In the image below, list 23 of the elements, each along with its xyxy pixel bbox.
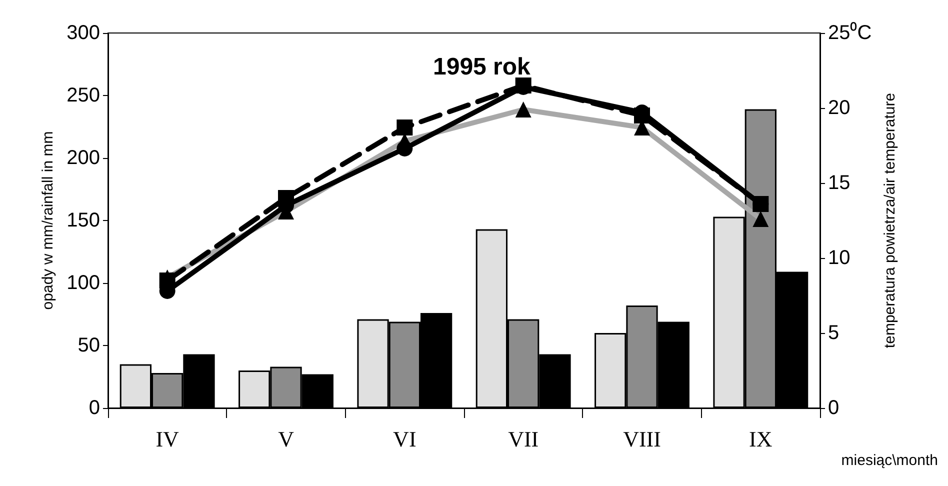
y2-tick-label: 0 [828, 397, 840, 419]
y2-tick-label: 20 [828, 97, 850, 119]
y2-tick-label: 10 [828, 247, 850, 269]
y-tick-label: 150 [66, 210, 100, 232]
y-tick-label: 300 [66, 22, 100, 44]
y2-tick-label: 5 [828, 322, 840, 344]
y-axis-title: opady w mm/rainfall in mm [40, 131, 57, 310]
x-axis-title: miesiąc\month [841, 452, 938, 469]
y-tick-label: 200 [66, 147, 100, 169]
y-tick-label: 100 [66, 272, 100, 294]
text: 1995 rok [433, 54, 532, 80]
y-tick-label: 50 [78, 334, 100, 356]
x-tick-label: VII [508, 426, 539, 452]
y-tick-label: 250 [66, 84, 100, 106]
x-tick-label: VIII [623, 426, 661, 452]
x-tick-label: IX [749, 426, 772, 452]
y2-tick-label: 25⁰C [828, 21, 872, 44]
x-tick-label: VI [393, 426, 416, 452]
x-tick-label: V [278, 426, 294, 452]
y2-tick-label: 15 [828, 172, 850, 194]
y-tick-label: 0 [88, 397, 100, 419]
y2-axis-title: temperatura powietrza/air temperature [882, 92, 899, 348]
x-tick-label: IV [156, 426, 180, 452]
